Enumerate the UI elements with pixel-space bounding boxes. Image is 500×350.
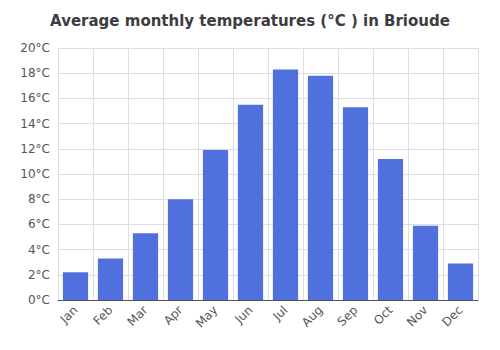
svg-text:20°C: 20°C <box>20 41 50 55</box>
svg-text:Nov: Nov <box>404 303 430 329</box>
svg-text:4°C: 4°C <box>28 243 50 257</box>
svg-text:Feb: Feb <box>91 303 116 328</box>
svg-text:12°C: 12°C <box>20 142 50 156</box>
svg-text:Jul: Jul <box>270 303 291 324</box>
svg-text:Aug: Aug <box>299 303 325 329</box>
svg-text:10°C: 10°C <box>20 167 50 181</box>
svg-text:14°C: 14°C <box>20 117 50 131</box>
svg-text:0°C: 0°C <box>28 293 50 307</box>
svg-text:2°C: 2°C <box>28 268 50 282</box>
svg-text:Jun: Jun <box>232 303 256 327</box>
svg-text:Mar: Mar <box>125 303 151 329</box>
svg-text:Oct: Oct <box>371 303 396 328</box>
svg-text:18°C: 18°C <box>20 66 50 80</box>
svg-text:Average monthly temperatures (: Average monthly temperatures (°C ) in Br… <box>50 12 450 30</box>
svg-text:Apr: Apr <box>161 303 186 328</box>
svg-text:16°C: 16°C <box>20 91 50 105</box>
svg-text:Dec: Dec <box>439 303 465 329</box>
svg-text:6°C: 6°C <box>28 217 50 231</box>
svg-text:May: May <box>193 303 220 330</box>
svg-text:8°C: 8°C <box>28 192 50 206</box>
svg-text:Sep: Sep <box>335 303 361 329</box>
svg-text:Jan: Jan <box>57 303 81 327</box>
